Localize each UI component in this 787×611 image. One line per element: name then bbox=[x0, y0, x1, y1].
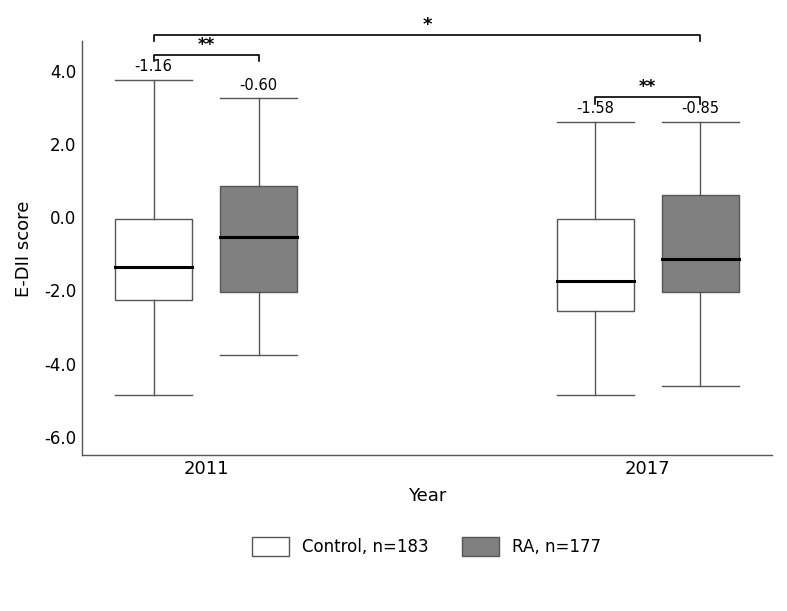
Legend: Control, n=183, RA, n=177: Control, n=183, RA, n=177 bbox=[246, 530, 608, 563]
Text: -0.85: -0.85 bbox=[682, 101, 719, 117]
Bar bbox=[662, 196, 739, 292]
Text: *: * bbox=[422, 16, 432, 34]
Text: -1.16: -1.16 bbox=[135, 59, 172, 75]
Bar bbox=[220, 186, 297, 292]
Text: -1.58: -1.58 bbox=[576, 101, 615, 117]
Text: **: ** bbox=[639, 78, 656, 97]
Y-axis label: E-DII score: E-DII score bbox=[15, 200, 33, 296]
Bar bbox=[115, 219, 192, 299]
Bar bbox=[556, 219, 634, 310]
Text: **: ** bbox=[198, 36, 215, 54]
Text: -0.60: -0.60 bbox=[239, 78, 278, 93]
X-axis label: Year: Year bbox=[408, 486, 446, 505]
